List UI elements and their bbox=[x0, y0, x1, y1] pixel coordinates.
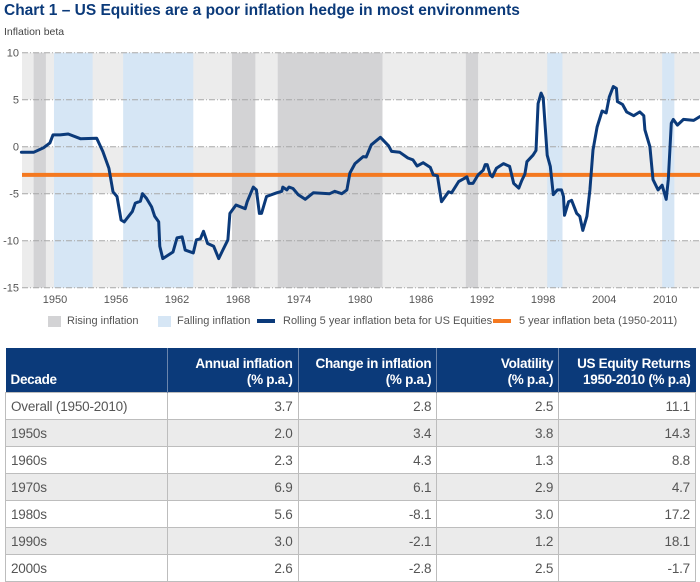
x-tick-label: 1992 bbox=[470, 294, 494, 306]
column-header-line: Annual inflation bbox=[195, 356, 293, 371]
table-cell: 18.1 bbox=[558, 527, 696, 555]
column-header: Volatility (% p.a.) bbox=[436, 348, 560, 393]
table-cell: 2.3 bbox=[166, 446, 299, 474]
decade-table: Decade Annual inflation (% p.a.) Change in … bbox=[5, 348, 696, 582]
table-cell: -2.8 bbox=[297, 554, 438, 582]
table-row: 1970s 6.9 6.1 2.9 4.7 bbox=[5, 473, 696, 501]
falling-swatch-icon bbox=[158, 315, 171, 327]
rolling-line-icon bbox=[257, 319, 275, 323]
table-cell: 17.2 bbox=[558, 500, 696, 528]
chart-title: Chart 1 – US Equities are a poor inflati… bbox=[4, 2, 520, 19]
inflation-beta-chart: 10 5 0 -5 -10 -15 1950 1956 1962 1968 1974 1980 1986… bbox=[3, 48, 700, 306]
column-header-line: US Equity Returns bbox=[577, 356, 691, 371]
x-tick-label: 1974 bbox=[287, 294, 311, 306]
rising-inflation-band bbox=[231, 52, 256, 288]
table-row: 1950s 2.0 3.4 3.8 14.3 bbox=[5, 419, 696, 447]
x-tick-label: 1962 bbox=[165, 294, 189, 306]
legend-average-label: 5 year inflation beta (1950-2011) bbox=[519, 315, 678, 327]
table-cell: -1.7 bbox=[558, 554, 696, 582]
table-cell: 2.5 bbox=[436, 392, 560, 420]
table-cell: 3.8 bbox=[436, 419, 560, 447]
table-cell: 1950s bbox=[5, 419, 168, 447]
table-cell: -8.1 bbox=[297, 500, 438, 528]
table-cell: -2.1 bbox=[297, 527, 438, 555]
column-header-line: Volatility bbox=[500, 356, 554, 371]
table-cell: 1.2 bbox=[436, 527, 560, 555]
legend-rising-label: Rising inflation bbox=[67, 315, 139, 327]
y-axis-label: Inflation beta bbox=[4, 26, 65, 38]
rising-inflation-band bbox=[465, 52, 479, 288]
table-cell: 4.7 bbox=[558, 473, 696, 501]
table-header-row: Decade Annual inflation (% p.a.) Change in … bbox=[5, 348, 696, 393]
table-row: 1960s 2.3 4.3 1.3 8.8 bbox=[5, 446, 696, 474]
x-tick-label: 2004 bbox=[592, 294, 616, 306]
rising-inflation-band bbox=[277, 52, 383, 288]
x-tick-label: 1950 bbox=[43, 294, 67, 306]
column-header: Change in inflation (% p.a.) bbox=[298, 348, 438, 393]
legend-falling-label: Falling inflation bbox=[177, 315, 251, 327]
legend-average: 5 year inflation beta (1950-2011) bbox=[493, 315, 677, 327]
column-header-line: (% p.a.) bbox=[385, 372, 432, 387]
y-tick-label: -10 bbox=[3, 236, 19, 248]
table-cell: 4.3 bbox=[297, 446, 438, 474]
table-cell: 6.9 bbox=[166, 473, 299, 501]
x-tick-label: 2010 bbox=[653, 294, 677, 306]
table-cell: 1970s bbox=[5, 473, 168, 501]
table-cell: 1.3 bbox=[436, 446, 560, 474]
table-cell: 2000s bbox=[5, 554, 168, 582]
table-cell: 1960s bbox=[5, 446, 168, 474]
y-tick-label: -15 bbox=[3, 283, 19, 295]
legend-rising: Rising inflation bbox=[48, 315, 139, 327]
table-cell: 11.1 bbox=[558, 392, 696, 420]
table-cell: 2.6 bbox=[166, 554, 299, 582]
table-row: 1990s 3.0 -2.1 1.2 18.1 bbox=[5, 527, 696, 555]
legend-falling: Falling inflation bbox=[158, 315, 250, 327]
legend-rolling: Rolling 5 year inflation beta for US Equ… bbox=[257, 315, 492, 327]
table-cell: 5.6 bbox=[166, 500, 299, 528]
table-cell: 3.0 bbox=[166, 527, 299, 555]
table-cell: Overall (1950-2010) bbox=[5, 392, 168, 420]
x-tick-label: 1998 bbox=[531, 294, 555, 306]
falling-inflation-band bbox=[123, 52, 194, 288]
x-tick-label: 1956 bbox=[104, 294, 128, 306]
table-row: Overall (1950-2010) 3.7 2.8 2.5 11.1 bbox=[5, 392, 696, 420]
falling-inflation-band bbox=[53, 52, 93, 288]
rising-inflation-band bbox=[33, 52, 46, 288]
x-tick-label: 1968 bbox=[226, 294, 250, 306]
rising-swatch-icon bbox=[48, 315, 61, 327]
table-cell: 1990s bbox=[5, 527, 168, 555]
column-header: Decade bbox=[5, 348, 168, 393]
table-cell: 3.4 bbox=[297, 419, 438, 447]
column-header-line: Change in inflation bbox=[315, 356, 432, 371]
table-cell: 8.8 bbox=[558, 446, 696, 474]
table-cell: 2.0 bbox=[166, 419, 299, 447]
rolling-beta-line bbox=[19, 85, 700, 261]
column-header-line: (% p.a.) bbox=[507, 372, 554, 387]
falling-inflation-band bbox=[547, 52, 563, 288]
table-cell: 3.7 bbox=[166, 392, 299, 420]
y-tick-label: 5 bbox=[13, 95, 19, 107]
x-tick-label: 1986 bbox=[409, 294, 433, 306]
y-tick-label: 10 bbox=[7, 48, 19, 60]
table-cell: 14.3 bbox=[558, 419, 696, 447]
column-header: Annual inflation (% p.a.) bbox=[167, 348, 299, 393]
legend-rolling-label: Rolling 5 year inflation beta for US Equ… bbox=[283, 315, 493, 327]
column-header: US Equity Returns 1950-2010 (% p.a) bbox=[558, 348, 696, 393]
average-line-icon bbox=[493, 319, 511, 323]
table-row: 1980s 5.6 -8.1 3.0 17.2 bbox=[5, 500, 696, 528]
table-cell: 6.1 bbox=[297, 473, 438, 501]
table-cell: 3.0 bbox=[436, 500, 560, 528]
table-cell: 2.5 bbox=[436, 554, 560, 582]
x-tick-label: 1980 bbox=[348, 294, 372, 306]
column-header-line: Decade bbox=[10, 372, 58, 387]
column-header-line: (% p.a.) bbox=[246, 372, 293, 387]
table-row: 2000s 2.6 -2.8 2.5 -1.7 bbox=[5, 554, 696, 582]
y-tick-label: 0 bbox=[13, 142, 19, 154]
table-cell: 2.9 bbox=[436, 473, 560, 501]
table-cell: 1980s bbox=[5, 500, 168, 528]
column-header-line: 1950-2010 (% p.a) bbox=[583, 372, 691, 387]
y-tick-label: -5 bbox=[9, 189, 19, 201]
table-cell: 2.8 bbox=[297, 392, 438, 420]
